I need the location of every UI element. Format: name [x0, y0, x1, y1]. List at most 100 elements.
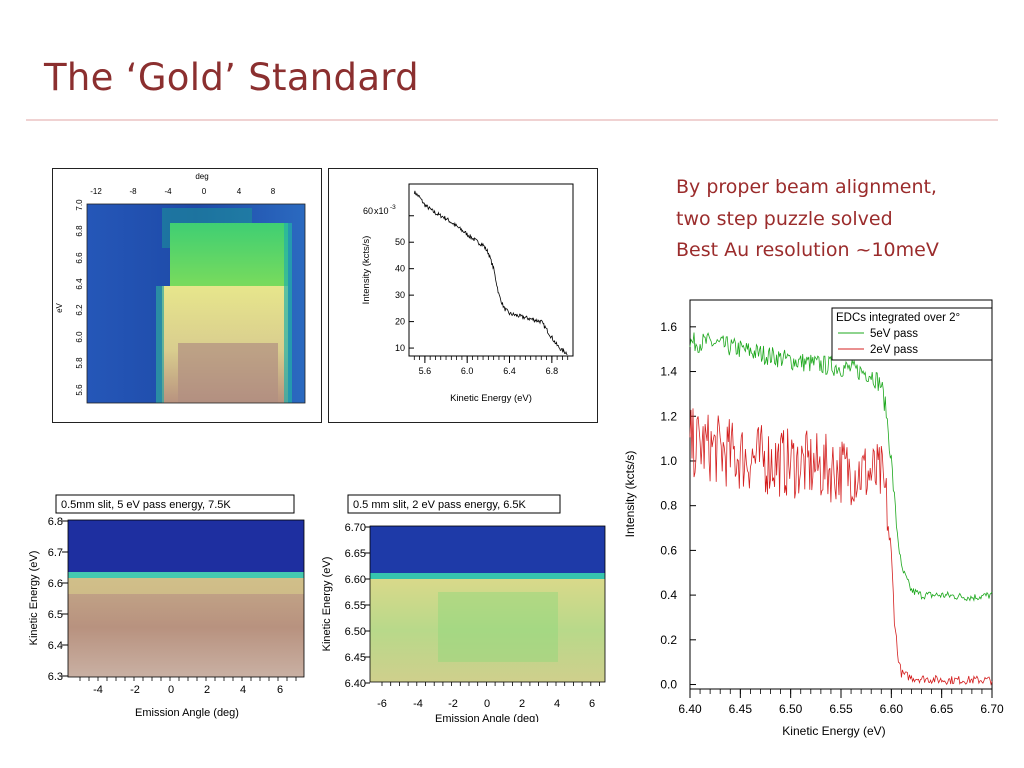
panel-frame	[328, 168, 598, 423]
left-axis-label: eV	[55, 302, 64, 312]
x-tick-label: -6	[377, 698, 387, 710]
caption-line-1: By proper beam alignment,	[676, 176, 937, 198]
y-tick-label: 6.40	[345, 678, 366, 690]
edc-figure: Kinetic Energy (eV) Intensity (kcts/s) 6…	[328, 168, 598, 423]
x-tick-label: 6.8	[546, 366, 559, 376]
top-tick: 8	[271, 187, 276, 196]
legend-label-2ev: 2eV pass	[870, 344, 918, 356]
y-tick-label: 1.0	[660, 454, 677, 468]
x-axis-label: Emission Angle (deg)	[135, 707, 239, 719]
top-tick: -8	[129, 187, 137, 196]
slit-2ev-figure: 0.5 mm slit, 2 eV pass energy, 6.5K 6.70…	[321, 494, 606, 722]
edc-line	[413, 190, 568, 356]
panel-label: 0.5mm slit, 5 eV pass energy, 7.5K	[61, 499, 231, 511]
y-tick-label: 6.45	[345, 652, 366, 664]
y-tick-label: 6.6	[48, 578, 63, 590]
x-tick-label: 0	[484, 698, 490, 710]
top-tick: 4	[237, 187, 242, 196]
y-tick-label: 0.4	[660, 588, 677, 602]
y-tick-label: 1.6	[660, 320, 677, 334]
y-tick-label: 6.3	[48, 671, 63, 683]
slit-5ev-image	[68, 520, 304, 677]
y-tick-label: 6.8	[48, 516, 63, 528]
y-axis-label: Intensity (kcts/s)	[623, 451, 637, 538]
left-tick: 6.4	[75, 278, 84, 290]
y-axis-label: Kinetic Energy (eV)	[321, 557, 333, 652]
x-tick-label: 0	[168, 684, 174, 696]
left-tick: 5.6	[75, 384, 84, 396]
x-tick-label: 4	[240, 684, 246, 696]
panel-label-box	[55, 494, 295, 514]
x-tick-label: 2	[519, 698, 525, 710]
left-tick: 7.0	[75, 199, 84, 211]
y-tick-label: 6.4	[48, 640, 63, 652]
y-tick-label: 40	[395, 264, 405, 274]
slide-title: The ‘Gold’ Standard	[44, 56, 419, 99]
y-tick-label: 6.65	[345, 548, 366, 560]
y-tick-label: 0.6	[660, 543, 677, 557]
x-tick-label: 6.70	[980, 702, 1004, 716]
y-tick-label: 30	[395, 290, 405, 300]
x-tick-label: 6.55	[829, 702, 853, 716]
caption-line-3: Best Au resolution ~10meV	[676, 239, 939, 261]
legend-label-5ev: 5eV pass	[870, 328, 918, 340]
x-tick-label: 6.40	[678, 702, 702, 716]
x-tick-label: 6.60	[880, 702, 904, 716]
caption-line-2: two step puzzle solved	[676, 207, 893, 230]
series-5ev-line	[689, 332, 993, 602]
legend: EDCs integrated over 2° 5eV pass 2eV pas…	[831, 307, 993, 361]
top-tick: 0	[202, 187, 207, 196]
x-tick-label: 6.45	[729, 702, 753, 716]
y-exponent-label: x10	[374, 206, 389, 216]
top-tick: -12	[90, 187, 102, 196]
legend-title: EDCs integrated over 2°	[836, 312, 960, 324]
legend-box	[831, 307, 993, 361]
y-axis-label: Intensity (kcts/s)	[361, 236, 372, 305]
panel-label: 0.5 mm slit, 2 eV pass energy, 6.5K	[353, 499, 526, 511]
y-tick-label: 0.0	[660, 678, 677, 692]
x-tick-label: 6.0	[461, 366, 474, 376]
y-axis-label: Kinetic Energy (eV)	[28, 551, 40, 646]
x-tick-label: 4	[554, 698, 560, 710]
x-tick-label: 5.6	[419, 366, 432, 376]
arpes-map-image	[87, 204, 305, 403]
y-exponent-prefix: 60	[363, 206, 373, 216]
y-tick-label: 0.2	[660, 633, 677, 647]
x-tick-label: 2	[204, 684, 210, 696]
x-tick-label: 6.50	[779, 702, 803, 716]
x-axis-label: Kinetic Energy (eV)	[782, 724, 885, 738]
y-tick-label: 1.4	[660, 365, 677, 379]
edc-comparison-figure: 0.0 0.2 0.4 0.6 0.8 1.0 1.2 1.4 1.6 6.40 6.45 6.50 6…	[623, 299, 1004, 738]
x-tick-label: -4	[413, 698, 423, 710]
left-tick: 6.8	[75, 225, 84, 237]
x-axis-label: Emission Angle (deg)	[435, 713, 539, 722]
arpes-map-figure: deg -12 -8 -4 0 4 8 eV 7.0 6.8 6.6 6.4 6…	[52, 168, 322, 423]
y-tick-label: 6.55	[345, 600, 366, 612]
x-tick-label: -2	[448, 698, 458, 710]
left-tick: 6.0	[75, 331, 84, 343]
top-tick: -4	[164, 187, 172, 196]
panel-label-box	[347, 494, 561, 514]
x-tick-label: 6.4	[503, 366, 516, 376]
series-2ev-line	[689, 408, 993, 686]
y-tick-label: 6.70	[345, 522, 366, 534]
left-tick: 6.2	[75, 304, 84, 316]
y-exponent-power: -3	[390, 204, 396, 211]
x-tick-label: 6.65	[930, 702, 954, 716]
x-tick-label: 6	[277, 684, 283, 696]
x-tick-label: -2	[130, 684, 140, 696]
y-tick-label: 50	[395, 237, 405, 247]
y-tick-label: 6.7	[48, 547, 63, 559]
left-tick: 6.6	[75, 252, 84, 264]
caption-text: By proper beam alignment, two step puzzl…	[676, 172, 939, 267]
slit-5ev-figure: 0.5mm slit, 5 eV pass energy, 7.5K 6.8 6…	[28, 494, 305, 719]
x-tick-label: 6	[589, 698, 595, 710]
y-tick-label: 10	[395, 343, 405, 353]
top-axis-label: deg	[195, 172, 208, 181]
y-tick-label: 0.8	[660, 499, 677, 513]
y-tick-label: 20	[395, 317, 405, 327]
y-tick-label: 6.60	[345, 574, 366, 586]
x-axis-label: Kinetic Energy (eV)	[450, 393, 532, 404]
x-tick-label: -4	[93, 684, 103, 696]
slit-2ev-image	[370, 526, 605, 682]
